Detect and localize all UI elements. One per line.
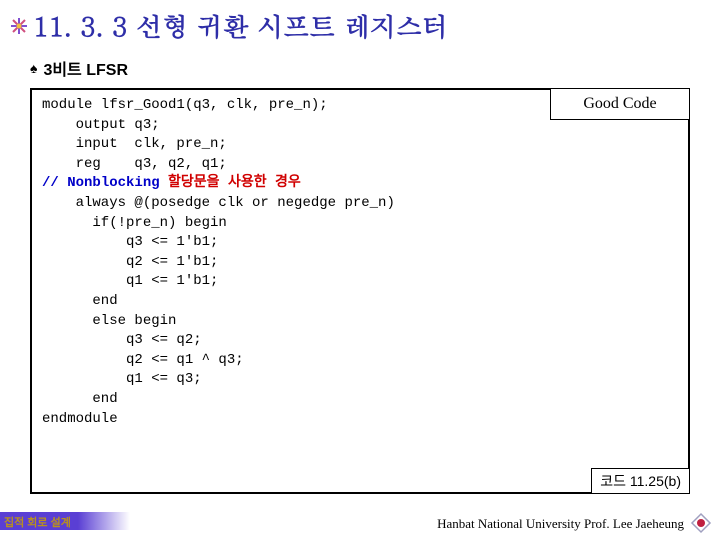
code-label-badge: 코드 11.25(b) <box>591 468 690 494</box>
good-code-badge: Good Code <box>550 88 690 120</box>
comment-nonblocking: Nonblocking <box>67 175 168 191</box>
code-line: input clk, pre_n; <box>42 135 678 155</box>
code-line: q2 <= 1'b1; <box>42 253 678 273</box>
good-code-label: Good Code <box>583 95 656 113</box>
code-line: end <box>42 292 678 312</box>
code-line: q3 <= 1'b1; <box>42 233 678 253</box>
slide-title: 11. 3. 3 선형 귀환 시프트 레지스터 <box>33 8 448 44</box>
code-line: q3 <= q2; <box>42 331 678 351</box>
code-line: endmodule <box>42 410 678 430</box>
title-bullet-icon <box>10 17 28 35</box>
slide-title-row: 11. 3. 3 선형 귀환 시프트 레지스터 <box>10 8 448 44</box>
comment-slash: // <box>42 175 67 191</box>
code-line: q1 <= q3; <box>42 370 678 390</box>
subtitle-text: 3비트 LFSR <box>43 56 128 80</box>
code-line: always @(posedge clk or negedge pre_n) <box>42 194 678 214</box>
footer-right-text: Hanbat National University Prof. Lee Jae… <box>437 516 684 532</box>
spade-icon: ♠ <box>30 60 37 76</box>
code-line: q1 <= 1'b1; <box>42 272 678 292</box>
code-box: module lfsr_Good1(q3, clk, pre_n); outpu… <box>30 88 690 494</box>
code-label-text: 코드 11.25(b) <box>600 473 681 489</box>
code-line: else begin <box>42 312 678 332</box>
code-line: end <box>42 390 678 410</box>
footer-left-text: 집적 회로 설계 <box>4 514 71 530</box>
code-line: q2 <= q1 ^ q3; <box>42 351 678 371</box>
footer-logo-icon <box>690 512 712 534</box>
subtitle-row: ♠ 3비트 LFSR <box>30 56 128 80</box>
code-line: reg q3, q2, q1; <box>42 155 678 175</box>
code-line: if(!pre_n) begin <box>42 214 678 234</box>
code-comment-line: // Nonblocking 할당문을 사용한 경우 <box>42 174 678 194</box>
comment-korean: 할당문을 사용한 경우 <box>168 175 301 191</box>
